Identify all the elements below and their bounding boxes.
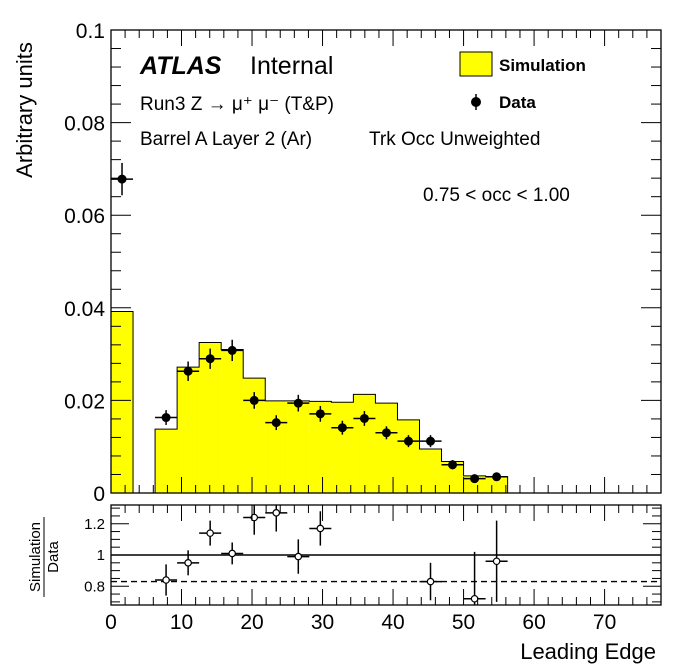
x-axis-label: Leading Edge — [520, 639, 656, 664]
legend-simulation-label: Simulation — [499, 56, 586, 75]
ratio-ylabel-denominator: Data — [45, 541, 62, 573]
simulation-bar — [287, 400, 310, 493]
ratio-y-tick-labels: 0.8 1 1.2 — [84, 516, 105, 596]
ratio-point — [463, 551, 486, 605]
simulation-outline — [110, 311, 509, 494]
simulation-bar — [155, 429, 178, 493]
main-y-tick-label: 0.06 — [64, 205, 105, 228]
main-y-tick-label: 0.1 — [76, 20, 105, 43]
x-tick-label: 40 — [381, 611, 404, 634]
ratio-point — [287, 539, 310, 574]
main-y-tick-label: 0.04 — [64, 298, 105, 321]
main-y-tick-label: 0 — [93, 483, 105, 506]
x-tick-labels: 0 10 20 30 40 50 60 70 — [105, 611, 616, 634]
data-point — [111, 162, 134, 196]
simulation-bar — [463, 475, 486, 493]
internal-label: Internal — [250, 52, 333, 80]
ratio-point — [265, 505, 288, 532]
simulation-bar — [177, 367, 200, 493]
simulation-bar — [331, 402, 354, 493]
simulation-bar — [375, 403, 398, 493]
simulation-histogram — [110, 311, 509, 494]
data-point — [419, 435, 442, 448]
ratio-points — [155, 505, 508, 605]
ratio-point — [199, 520, 222, 546]
data-point — [265, 415, 288, 431]
main-y-tick-label: 0.02 — [64, 390, 105, 413]
main-y-tick-label: 0.08 — [64, 113, 105, 136]
x-tick-label: 50 — [452, 611, 475, 634]
ratio-y-tick-label: 0.8 — [84, 578, 105, 595]
data-point — [221, 339, 244, 362]
atlas-label: ATLAS — [139, 52, 222, 80]
legend-simulation-swatch — [459, 51, 493, 77]
data-point — [397, 435, 420, 448]
ratio-ylabel-numerator: Simulation — [27, 522, 44, 592]
ratio-plot: 0.811.2 0 10 20 30 40 50 60 70 Simulation Data … — [27, 504, 662, 664]
main-plot-frame — [110, 29, 662, 494]
weighting-label: Trk Occ Unweighted — [369, 129, 540, 150]
data-point — [309, 405, 332, 422]
simulation-bar — [309, 401, 332, 493]
simulation-bar — [485, 476, 508, 493]
simulation-bar — [419, 449, 442, 493]
ratio-y-tick-label: 1 — [97, 547, 105, 564]
x-tick-label: 10 — [170, 611, 193, 634]
data-point — [375, 426, 398, 440]
data-point — [177, 361, 200, 381]
ratio-point — [177, 550, 200, 576]
x-tick-label: 20 — [240, 611, 263, 634]
ratio-axis-ticks — [110, 505, 662, 605]
occupancy-cut-label: 0.75 < occ < 1.00 — [423, 185, 570, 206]
data-point — [463, 474, 486, 484]
ratio-point — [243, 505, 266, 535]
simulation-bar — [397, 419, 420, 493]
ratio-point — [419, 562, 442, 601]
simulation-bar — [265, 400, 288, 493]
legend: Simulation Data — [459, 51, 586, 112]
x-tick-label: 0 — [105, 611, 117, 634]
ratio-y-tick-label: 1.2 — [84, 516, 105, 533]
ratio-point — [485, 520, 508, 602]
data-point — [485, 472, 508, 482]
ratio-point — [155, 564, 178, 596]
data-point — [353, 411, 376, 426]
data-point — [441, 460, 464, 470]
ratio-point — [309, 511, 332, 546]
simulation-bar — [441, 461, 464, 493]
simulation-bar — [111, 311, 134, 493]
simulation-bar — [353, 394, 376, 493]
simulation-bar — [243, 378, 266, 493]
data-point — [155, 410, 178, 425]
ratio-reference-lines — [111, 554, 661, 583]
simulation-bar — [221, 349, 244, 493]
legend-data-label: Data — [499, 93, 536, 112]
ratio-point — [221, 542, 244, 565]
simulation-bar — [199, 342, 222, 493]
process-label: Run3 Z → μ⁺ μ⁻ (T&P) — [140, 94, 334, 115]
main-plot: 0 0.02 0.04 0.06 0.08 0.1 Arbitrary units ATL… — [12, 20, 662, 506]
region-label: Barrel A Layer 2 (Ar) — [140, 129, 312, 150]
data-point — [287, 394, 310, 412]
main-axis-ticks — [110, 29, 662, 494]
ratio-y-axis-label: Simulation Data — [27, 517, 62, 597]
data-point — [243, 392, 266, 409]
y-axis-label: Arbitrary units — [12, 42, 37, 178]
x-tick-label: 60 — [522, 611, 545, 634]
data-point — [199, 348, 222, 369]
data-point — [331, 420, 354, 435]
x-tick-label: 30 — [311, 611, 334, 634]
x-tick-label: 70 — [593, 611, 616, 634]
main-y-tick-labels: 0 0.02 0.04 0.06 0.08 0.1 — [64, 20, 105, 506]
data-points — [111, 162, 508, 484]
